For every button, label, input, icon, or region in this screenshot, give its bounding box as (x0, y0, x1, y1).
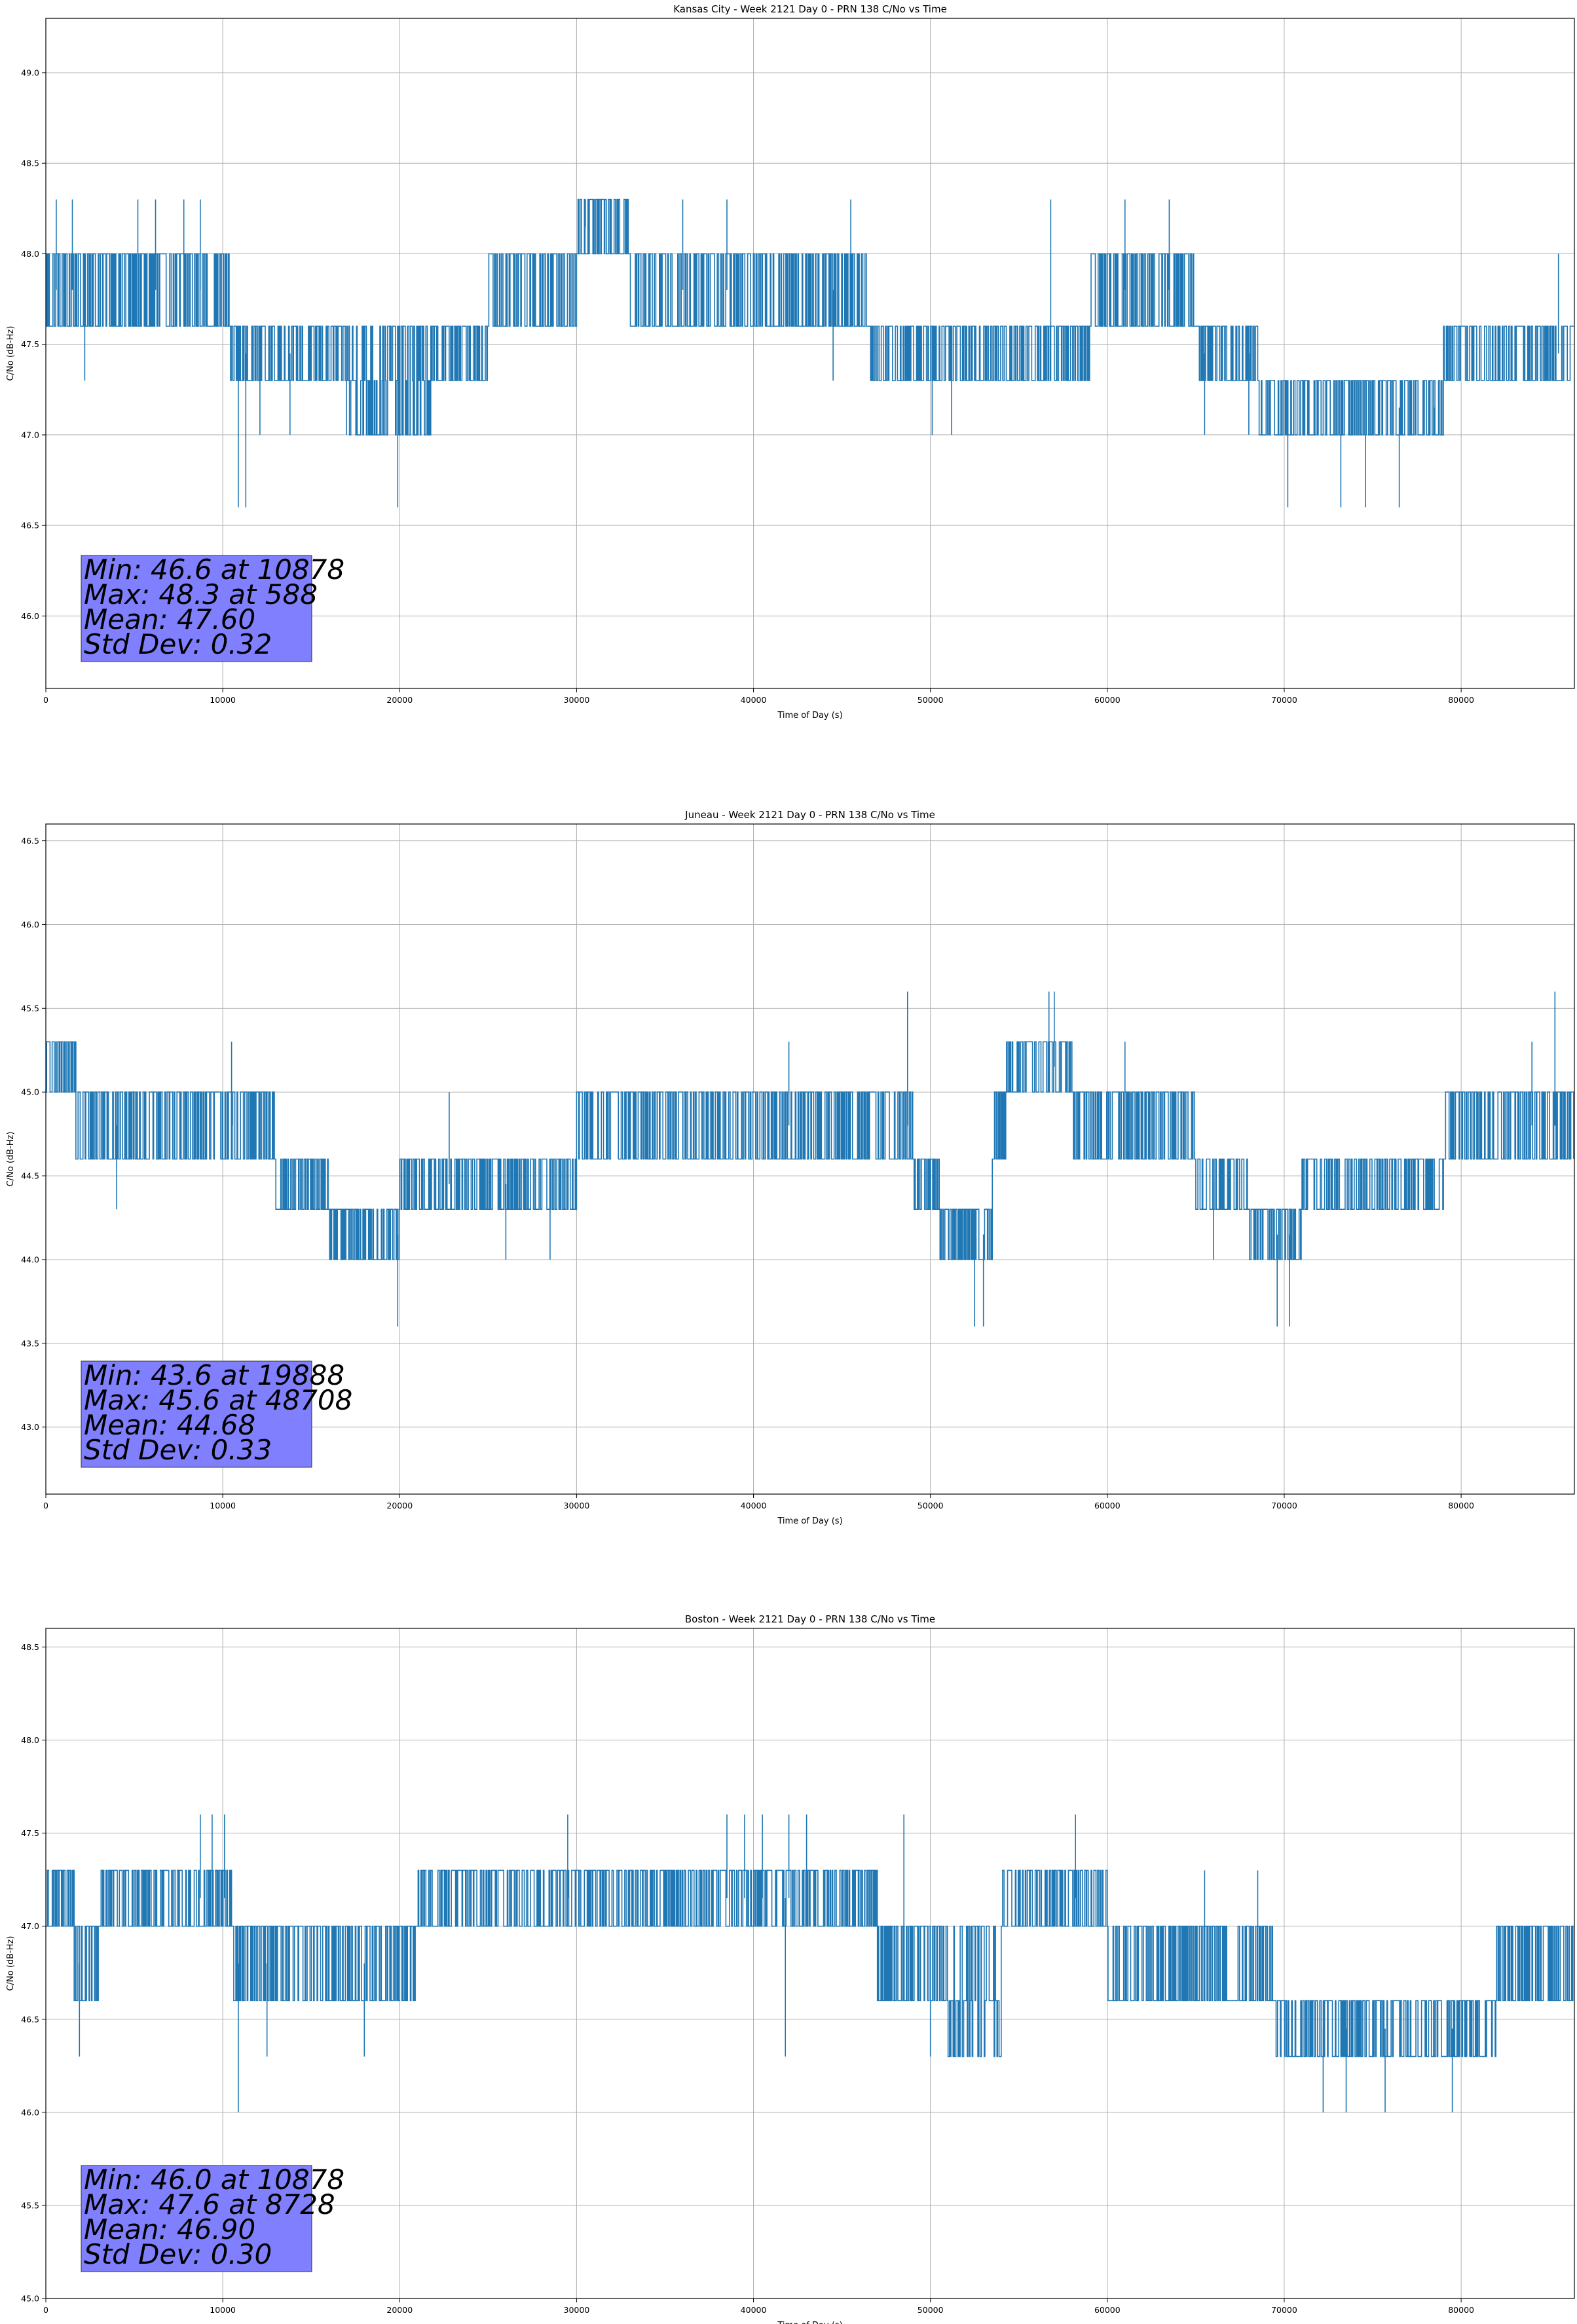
chart-panel: 0 10000 20000 30000 40000 50000 60000 70000 8000… (6, 1613, 1575, 2324)
x-tick-label: 20000 (386, 1501, 413, 1510)
y-tick-label: 45.0 (21, 2294, 39, 2304)
chart-title: Kansas City - Week 2121 Day 0 - PRN 138 … (673, 3, 947, 15)
y-tick-label: 46.0 (21, 2107, 39, 2117)
x-tick-label: 20000 (386, 2305, 413, 2315)
y-axis-label: C/No (dB-Hz) (6, 326, 16, 381)
y-tick-label: 46.0 (21, 920, 39, 929)
stats-line: Min: 46.6 at 10878 (84, 553, 344, 586)
y-axis-label: C/No (dB-Hz) (6, 1132, 16, 1187)
x-tick-label: 0 (43, 695, 48, 705)
x-tick-label: 0 (43, 2305, 48, 2315)
y-tick-label: 47.0 (21, 430, 39, 440)
x-tick-label: 50000 (918, 1501, 944, 1510)
stats-line: Mean: 44.68 (84, 1409, 255, 1441)
stats-line: Max: 45.6 at 48708 (84, 1384, 352, 1416)
x-tick-label: 40000 (741, 695, 767, 705)
y-tick-label: 48.0 (21, 1735, 39, 1745)
stats-line: Std Dev: 0.30 (84, 2238, 272, 2270)
x-tick-label: 80000 (1448, 2305, 1474, 2315)
x-tick-label: 60000 (1094, 695, 1121, 705)
y-tick-label: 44.0 (21, 1254, 39, 1264)
x-tick-label: 60000 (1094, 2305, 1121, 2315)
y-tick-label: 48.0 (21, 249, 39, 259)
chart-panel: 0 10000 20000 30000 40000 50000 60000 70000 8000… (6, 809, 1575, 1526)
x-tick-label: 70000 (1271, 1501, 1297, 1510)
x-tick-label: 10000 (210, 2305, 236, 2315)
x-tick-label: 80000 (1448, 695, 1474, 705)
x-tick-label: 10000 (210, 695, 236, 705)
x-tick-label: 0 (43, 1501, 48, 1510)
y-tick-label: 49.0 (21, 67, 39, 77)
y-tick-label: 44.5 (21, 1171, 39, 1181)
x-tick-label: 70000 (1271, 695, 1297, 705)
axes-frame (45, 823, 1575, 1495)
y-tick-label: 47.5 (21, 1828, 39, 1838)
stats-line: Mean: 47.60 (84, 603, 255, 635)
stats-line: Min: 43.6 at 19888 (84, 1359, 344, 1391)
x-tick-label: 40000 (741, 1501, 767, 1510)
chart-title: Juneau - Week 2121 Day 0 - PRN 138 C/No … (684, 809, 935, 821)
x-tick-label: 30000 (564, 1501, 590, 1510)
stats-box (81, 555, 312, 662)
stats-line: Max: 47.6 at 8728 (84, 2188, 335, 2221)
stats-box (81, 2165, 312, 2272)
x-tick-label: 30000 (564, 2305, 590, 2315)
y-tick-label: 46.5 (21, 2014, 39, 2024)
series-line (46, 198, 1574, 508)
x-tick-label: 10000 (210, 1501, 236, 1510)
y-tick-label: 46.5 (21, 836, 39, 846)
stats-line: Max: 48.3 at 588 (84, 578, 318, 610)
stats-line: Std Dev: 0.32 (84, 628, 272, 660)
stats-box (81, 1360, 312, 1468)
y-tick-label: 46.0 (21, 611, 39, 621)
stats-line: Min: 46.0 at 10878 (84, 2164, 344, 2196)
chart-panel: 0 10000 20000 30000 40000 50000 60000 70000 8000… (6, 3, 1575, 721)
y-tick-label: 45.0 (21, 1087, 39, 1097)
y-tick-label: 47.5 (21, 339, 39, 349)
y-tick-label: 45.5 (21, 1003, 39, 1013)
x-axis-label: Time of Day (s) (777, 2321, 842, 2324)
x-tick-label: 70000 (1271, 2305, 1297, 2315)
stats-line: Mean: 46.90 (84, 2213, 255, 2245)
series-line (46, 1814, 1574, 2112)
x-tick-label: 50000 (918, 2305, 944, 2315)
y-axis-label: C/No (dB-Hz) (6, 1936, 16, 1991)
axes-frame (45, 18, 1575, 689)
y-tick-label: 45.5 (21, 2200, 39, 2210)
x-tick-label: 20000 (386, 695, 413, 705)
x-tick-label: 60000 (1094, 1501, 1121, 1510)
x-tick-label: 50000 (918, 695, 944, 705)
x-tick-label: 40000 (741, 2305, 767, 2315)
chart-title: Boston - Week 2121 Day 0 - PRN 138 C/No … (685, 1613, 935, 1625)
y-tick-label: 48.5 (21, 159, 39, 168)
axes-frame (45, 1628, 1575, 2299)
x-axis-label: Time of Day (s) (777, 711, 842, 721)
y-tick-label: 43.5 (21, 1338, 39, 1348)
x-tick-label: 30000 (564, 695, 590, 705)
y-tick-label: 47.0 (21, 1921, 39, 1931)
x-tick-label: 80000 (1448, 1501, 1474, 1510)
stats-line: Std Dev: 0.33 (84, 1434, 272, 1466)
x-axis-label: Time of Day (s) (777, 1516, 842, 1526)
y-tick-label: 46.5 (21, 521, 39, 531)
y-tick-label: 48.5 (21, 1642, 39, 1652)
y-tick-label: 43.0 (21, 1422, 39, 1432)
series-line (46, 991, 1574, 1327)
